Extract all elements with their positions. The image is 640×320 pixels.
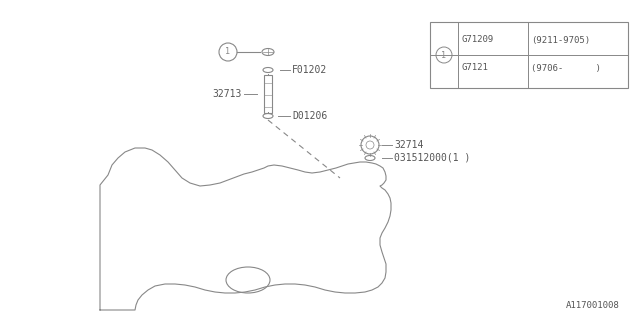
Bar [264, 75, 272, 113]
Text: 031512000(1 ): 031512000(1 ) [394, 153, 470, 163]
Text: (9211-9705): (9211-9705) [531, 36, 590, 44]
Bar [430, 22, 628, 88]
Text: G71209: G71209 [461, 36, 493, 44]
Text: 1: 1 [225, 47, 230, 57]
Text: F01202: F01202 [292, 65, 327, 75]
Text: G7121: G7121 [461, 63, 488, 73]
Text: D01206: D01206 [292, 111, 327, 121]
Text: 32713: 32713 [212, 89, 242, 99]
Text: (9706-      ): (9706- ) [531, 63, 601, 73]
Text: A117001008: A117001008 [566, 301, 620, 310]
Text: 1: 1 [442, 51, 447, 60]
Text: 32714: 32714 [394, 140, 424, 150]
